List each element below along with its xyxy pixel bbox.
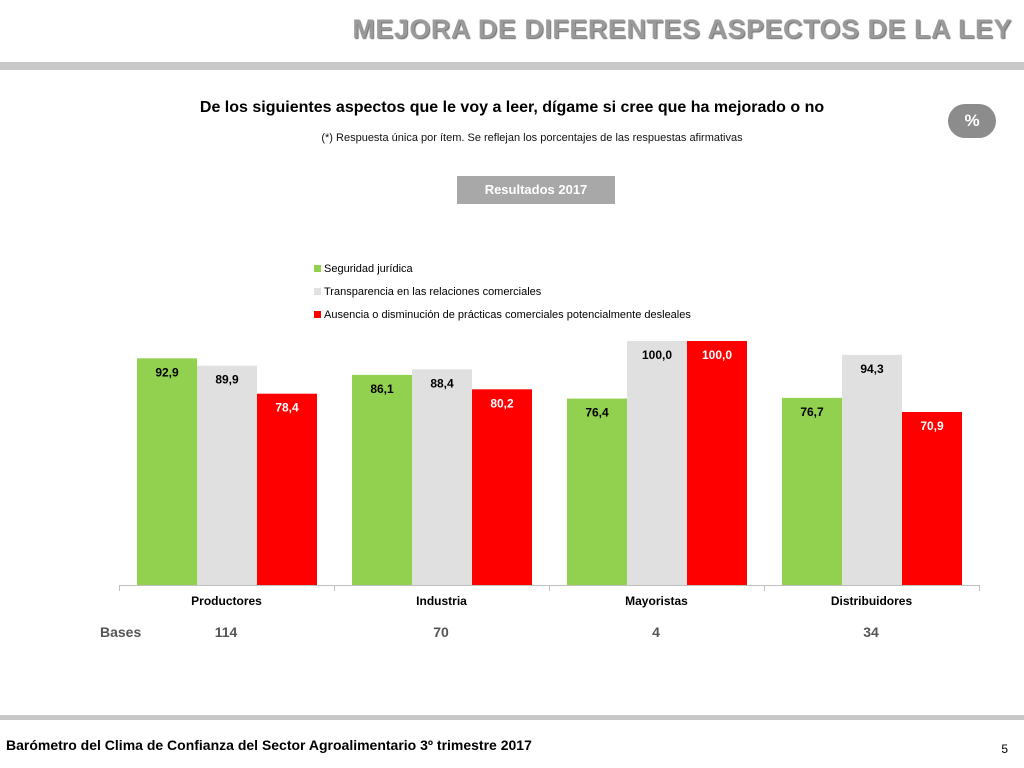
category-label-distribuidores: Distribuidores bbox=[831, 594, 913, 608]
legend-swatch bbox=[314, 311, 321, 318]
bases-value-distribuidores: 34 bbox=[863, 624, 879, 640]
bar-distribuidores-3 bbox=[902, 412, 962, 585]
question-text: De los siguientes aspectos que le voy a … bbox=[199, 99, 825, 116]
category-label-mayoristas: Mayoristas bbox=[625, 594, 688, 608]
bases-value-productores: 114 bbox=[214, 624, 238, 640]
bar-industria-1 bbox=[352, 374, 412, 585]
legend-swatch bbox=[314, 288, 321, 295]
data-label: 76,4 bbox=[585, 406, 609, 420]
legend-item-transparencia: Transparencia en las relaciones comercia… bbox=[314, 280, 691, 303]
category-label-productores: Productores bbox=[191, 594, 262, 608]
bottom-divider bbox=[0, 715, 1024, 720]
data-label: 76,7 bbox=[800, 405, 824, 419]
legend-label: Ausencia o disminución de prácticas come… bbox=[324, 308, 691, 321]
note-text: (*) Respuesta única por ítem. Se refleja… bbox=[321, 132, 743, 144]
bar-productores-2 bbox=[197, 365, 257, 585]
legend-label: Transparencia en las relaciones comercia… bbox=[324, 285, 542, 298]
bar-distribuidores-1 bbox=[782, 397, 842, 585]
bases-value-mayoristas: 4 bbox=[652, 624, 660, 640]
bar-productores-3 bbox=[257, 393, 317, 585]
legend-item-ausencia: Ausencia o disminución de prácticas come… bbox=[314, 303, 691, 326]
data-label: 100,0 bbox=[702, 348, 732, 362]
top-divider bbox=[0, 62, 1024, 70]
bar-industria-2 bbox=[412, 369, 472, 585]
bar-mayoristas-1 bbox=[567, 398, 627, 585]
footer-text: Barómetro del Clima de Confianza del Sec… bbox=[6, 737, 532, 753]
percent-badge: % bbox=[948, 104, 996, 138]
category-label-industria: Industria bbox=[416, 594, 467, 608]
data-label: 86,1 bbox=[370, 382, 394, 396]
bar-mayoristas-3 bbox=[687, 341, 747, 585]
data-label: 94,3 bbox=[860, 362, 884, 376]
bar-productores-1 bbox=[137, 358, 197, 585]
bases-value-industria: 70 bbox=[433, 624, 449, 640]
legend-swatch bbox=[314, 265, 321, 272]
results-label: Resultados 2017 bbox=[457, 176, 615, 204]
data-label: 80,2 bbox=[490, 396, 514, 410]
data-label: 78,4 bbox=[275, 401, 299, 415]
data-label: 70,9 bbox=[920, 419, 944, 433]
page-number: 5 bbox=[1001, 742, 1008, 756]
bar-industria-3 bbox=[472, 389, 532, 585]
data-label: 88,4 bbox=[430, 376, 454, 390]
legend-item-seguridad: Seguridad jurídica bbox=[314, 257, 691, 280]
bar-mayoristas-2 bbox=[627, 341, 687, 585]
bases-label: Bases bbox=[100, 624, 142, 640]
data-label: 92,9 bbox=[155, 365, 179, 379]
data-label: 89,9 bbox=[215, 373, 239, 387]
bases-row: Bases 114 70 4 34 bbox=[0, 624, 1024, 642]
bar-distribuidores-2 bbox=[842, 354, 902, 585]
chart-legend: Seguridad jurídica Transparencia en las … bbox=[314, 257, 691, 326]
slide-title: MEJORA DE DIFERENTES ASPECTOS DE LA LEY bbox=[352, 14, 1012, 44]
legend-label: Seguridad jurídica bbox=[324, 262, 413, 275]
data-label: 100,0 bbox=[642, 348, 672, 362]
bar-chart: 92,9 89,9 78,4 Productores 86,1 88,4 80,2 Indus… bbox=[119, 341, 980, 608]
